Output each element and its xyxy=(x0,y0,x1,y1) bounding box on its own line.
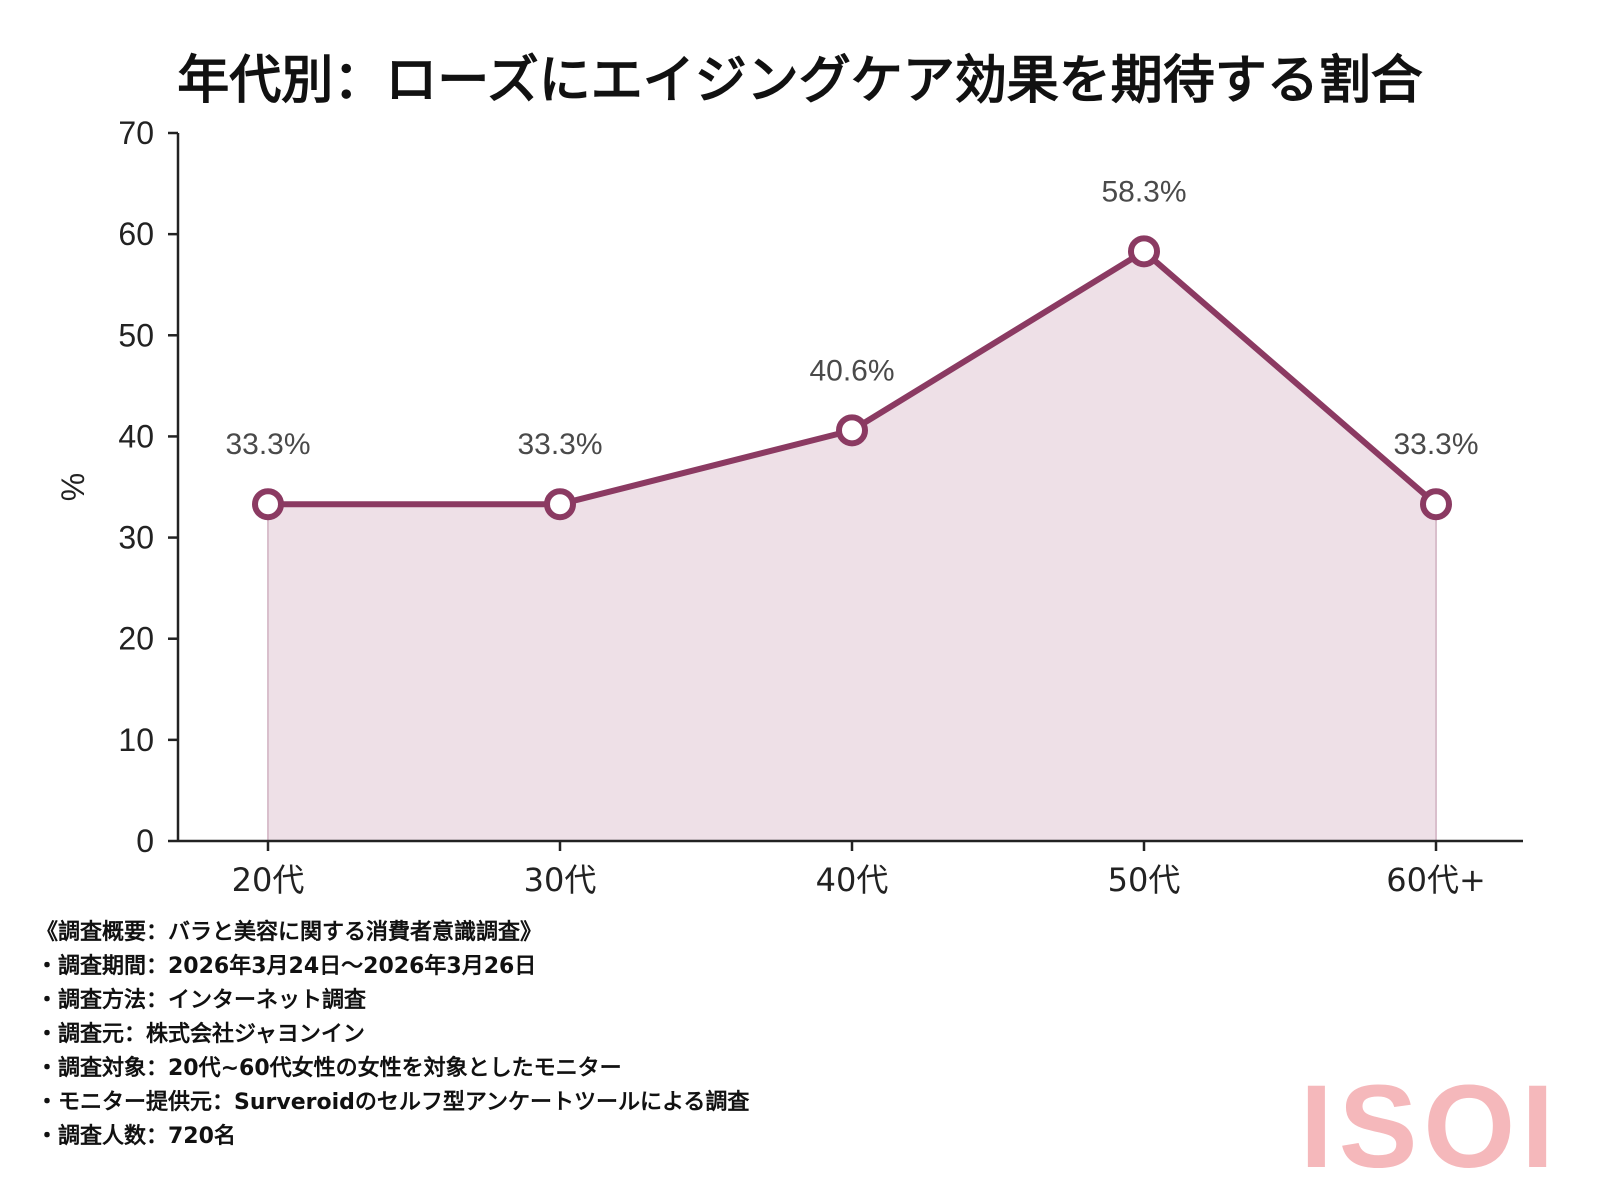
x-tick-label-1: 30代 xyxy=(524,861,597,899)
x-tick-label-2: 40代 xyxy=(816,861,889,899)
y-tick-label-0: 0 xyxy=(136,823,154,859)
y-tick-label-60: 60 xyxy=(118,216,154,252)
note-line-source: ・調査元：株式会社ジャヨンイン xyxy=(36,1022,365,1047)
brand-logo: ISOI xyxy=(1299,1061,1560,1193)
data-label-0: 33.3% xyxy=(225,428,310,461)
x-tick-label-0: 20代 xyxy=(232,861,305,899)
y-tick-label-10: 10 xyxy=(118,722,154,758)
survey-notes: 《調査概要：バラと美容に関する消費者意識調査》 ・調査期間：2026年3月24日… xyxy=(36,916,749,1154)
line-chart: 0 10 20 30 40 50 60 70% 20代 30代 40代 50代 60代+ 33.3% 33.… xyxy=(55,115,1523,899)
y-tick-label-40: 40 xyxy=(118,418,154,454)
data-label-1: 33.3% xyxy=(517,428,602,461)
data-point-0 xyxy=(252,488,284,521)
area-fill xyxy=(268,251,1436,841)
chart-title: 年代別：ローズにエイジングケア効果を期待する割合 xyxy=(177,51,1423,111)
note-line-method: ・調査方法：インターネット調査 xyxy=(36,988,367,1013)
y-axis-label: % xyxy=(55,473,91,501)
note-line-provider: ・モニター提供元：Surveroidのセルフ型アンケートツールによる調査 xyxy=(36,1090,750,1115)
note-line-target: ・調査対象：20代~60代女性の女性を対象としたモニター xyxy=(36,1056,622,1081)
y-tick-label-50: 50 xyxy=(118,317,154,353)
x-tick-label-3: 50代 xyxy=(1108,861,1181,899)
note-line-overview: 《調査概要：バラと美容に関する消費者意識調査》 xyxy=(36,920,543,945)
data-label-3: 58.3% xyxy=(1101,175,1186,208)
data-label-2: 40.6% xyxy=(809,354,894,387)
y-tick-label-70: 70 xyxy=(118,115,154,151)
data-point-4 xyxy=(1420,488,1452,521)
x-tick-label-4: 60代+ xyxy=(1386,861,1486,899)
data-label-4: 33.3% xyxy=(1393,428,1478,461)
y-tick-label-20: 20 xyxy=(118,621,154,657)
data-point-1 xyxy=(544,488,576,521)
data-point-2 xyxy=(836,414,868,447)
note-line-count: ・調査人数：720名 xyxy=(36,1124,236,1149)
y-tick-label-30: 30 xyxy=(118,520,154,556)
data-point-3 xyxy=(1128,235,1160,268)
note-line-period: ・調査期間：2026年3月24日〜2026年3月26日 xyxy=(36,954,537,979)
